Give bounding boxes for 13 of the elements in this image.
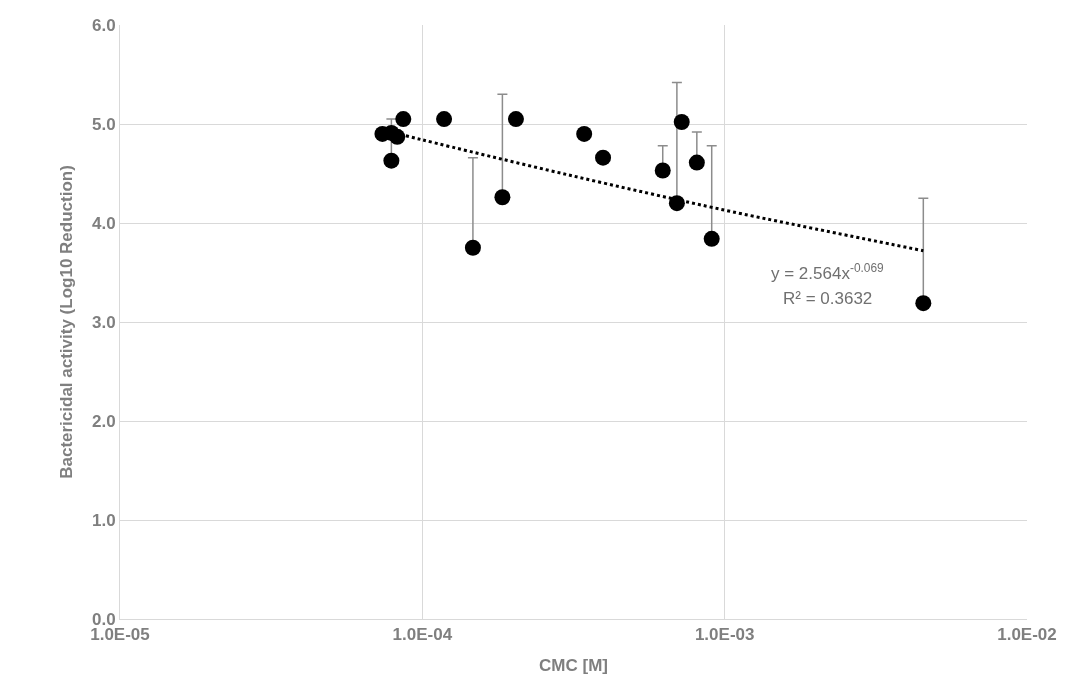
annotation: y = 2.564x$^{-0.069}$ [771,261,885,284]
y-tick-label: 6.0 [91,15,116,35]
y-axis-title: Bactericidal activity (Log10 Reduction) [56,165,76,479]
x-tick-label: 1.0E-02 [997,625,1057,645]
annotation: R² = 0.3632 [783,289,873,308]
x-tick-label: 1.0E-03 [694,625,755,645]
x-axis-title: CMC [M] [539,655,608,675]
y-tick-label: 4.0 [91,213,116,233]
y-tick-label: 2.0 [91,411,116,431]
y-tick-label: 5.0 [91,114,116,134]
x-tick-label: 1.0E-04 [392,625,453,645]
y-tick-label: 3.0 [91,312,116,332]
y-tick-label: 1.0 [91,510,116,530]
